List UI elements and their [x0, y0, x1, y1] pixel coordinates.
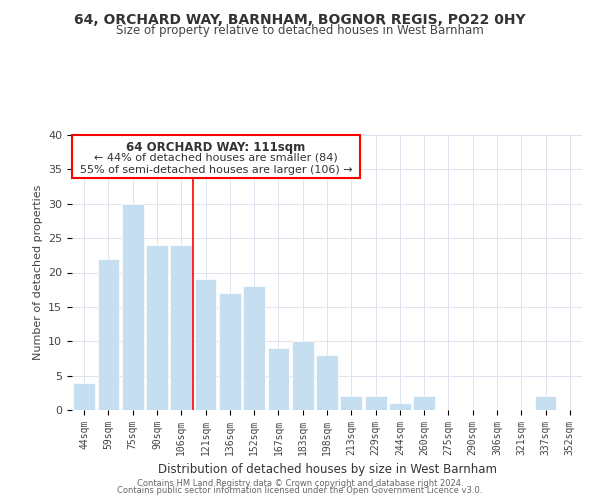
Bar [316, 355, 338, 410]
Bar [340, 396, 362, 410]
Bar [243, 286, 265, 410]
Bar [73, 382, 95, 410]
Text: 64 ORCHARD WAY: 111sqm: 64 ORCHARD WAY: 111sqm [127, 141, 306, 154]
Text: 55% of semi-detached houses are larger (106) →: 55% of semi-detached houses are larger (… [80, 164, 352, 174]
Text: 64, ORCHARD WAY, BARNHAM, BOGNOR REGIS, PO22 0HY: 64, ORCHARD WAY, BARNHAM, BOGNOR REGIS, … [74, 12, 526, 26]
Text: Size of property relative to detached houses in West Barnham: Size of property relative to detached ho… [116, 24, 484, 37]
Bar [170, 245, 192, 410]
Bar [146, 245, 168, 410]
Bar [268, 348, 289, 410]
Bar [413, 396, 435, 410]
Bar [97, 259, 119, 410]
Bar [219, 293, 241, 410]
Text: Contains HM Land Registry data © Crown copyright and database right 2024.: Contains HM Land Registry data © Crown c… [137, 478, 463, 488]
Text: Contains public sector information licensed under the Open Government Licence v3: Contains public sector information licen… [118, 486, 482, 495]
Bar [365, 396, 386, 410]
Bar [194, 280, 217, 410]
Y-axis label: Number of detached properties: Number of detached properties [32, 185, 43, 360]
Bar [389, 403, 411, 410]
Bar [292, 341, 314, 410]
Bar [535, 396, 556, 410]
X-axis label: Distribution of detached houses by size in West Barnham: Distribution of detached houses by size … [157, 464, 497, 476]
FancyBboxPatch shape [72, 135, 360, 178]
Text: ← 44% of detached houses are smaller (84): ← 44% of detached houses are smaller (84… [94, 153, 338, 163]
Bar [122, 204, 143, 410]
